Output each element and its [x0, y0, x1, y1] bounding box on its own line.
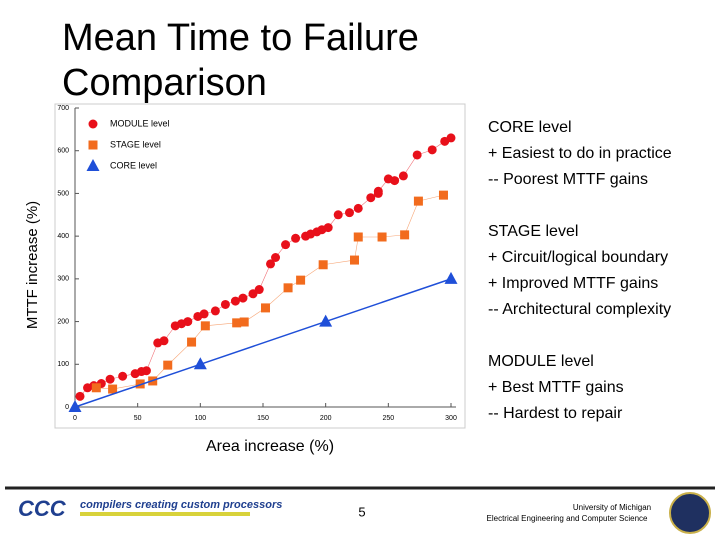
data-point: [344, 208, 354, 218]
data-point: [349, 255, 359, 265]
data-point: [283, 283, 293, 293]
data-point: [261, 303, 271, 313]
x-axis-label: Area increase (%): [206, 438, 334, 455]
data-point: [266, 259, 276, 269]
y-tick-label: 500: [57, 190, 69, 197]
data-point: [239, 317, 249, 327]
data-point: [75, 391, 85, 401]
footer-department: Electrical Engineering and Computer Scie…: [487, 514, 649, 523]
legend-label: CORE level: [110, 160, 157, 170]
data-point: [232, 318, 242, 328]
data-point: [446, 133, 456, 143]
data-point: [210, 306, 220, 316]
data-point: [271, 253, 281, 262]
x-tick-label: 100: [194, 415, 206, 422]
data-point: [199, 309, 209, 319]
data-point: [296, 275, 306, 285]
note-line: + Easiest to do in practice: [488, 145, 672, 162]
data-point: [187, 337, 197, 347]
note-line: + Circuit/logical boundary: [488, 249, 668, 266]
data-point: [366, 193, 376, 203]
footer-tagline: compilers creating custom processors: [80, 499, 282, 511]
x-tick-label: 150: [257, 415, 269, 422]
data-point: [105, 374, 115, 384]
note-heading: MODULE level: [488, 353, 594, 370]
note-line: -- Poorest MTTF gains: [488, 171, 648, 188]
data-point: [390, 176, 400, 186]
y-tick-label: 700: [57, 105, 69, 112]
data-point: [427, 145, 437, 155]
data-point: [353, 232, 363, 242]
note-line: + Improved MTTF gains: [488, 275, 658, 292]
x-tick-label: 200: [320, 415, 332, 422]
note-line: -- Hardest to repair: [488, 405, 623, 422]
data-point: [318, 260, 328, 270]
tagline-underline: [80, 512, 250, 516]
note-heading: CORE level: [488, 119, 572, 136]
data-point: [323, 223, 333, 233]
y-axis-label: MTTF increase (%): [24, 201, 41, 329]
plot-frame: [54, 103, 466, 429]
data-point: [200, 321, 210, 331]
data-point: [291, 233, 301, 243]
page-number: 5: [358, 504, 365, 519]
data-point: [135, 379, 145, 389]
data-point: [353, 203, 363, 213]
series-line: [74, 278, 452, 408]
data-point: [333, 210, 343, 220]
data-point: [412, 150, 422, 160]
data-point: [141, 366, 151, 376]
chart-title-1: Mean Time to Failure: [62, 17, 419, 59]
data-point: [163, 360, 173, 370]
x-tick-label: 300: [445, 415, 457, 422]
y-tick-label: 0: [65, 404, 69, 411]
legend-marker: [88, 140, 98, 150]
data-point: [413, 196, 423, 206]
note-line: -- Architectural complexity: [488, 301, 671, 318]
x-tick-label: 250: [382, 415, 394, 422]
data-point: [377, 232, 387, 242]
y-tick-label: 100: [57, 361, 69, 368]
y-tick-label: 400: [57, 233, 69, 240]
legend-marker: [88, 119, 98, 129]
legend-marker: [86, 159, 100, 171]
y-tick-label: 300: [57, 276, 69, 283]
university-seal: [669, 492, 711, 534]
data-point: [400, 230, 410, 240]
footer-university: University of Michigan: [573, 503, 651, 512]
x-tick-label: 50: [134, 415, 142, 422]
note-line: + Best MTTF gains: [488, 379, 624, 396]
legend-label: MODULE level: [110, 118, 170, 128]
footer-logo: CCC: [18, 496, 67, 521]
data-point: [281, 240, 291, 250]
data-point: [373, 186, 383, 196]
data-point: [193, 357, 207, 370]
data-point: [91, 383, 101, 393]
data-point: [68, 400, 82, 412]
data-point: [230, 296, 240, 306]
x-tick-label: 0: [73, 415, 77, 422]
data-point: [254, 285, 264, 295]
note-heading: STAGE level: [488, 223, 578, 240]
data-point: [159, 336, 169, 346]
y-tick-label: 600: [57, 148, 69, 155]
data-point: [438, 190, 448, 200]
data-point: [108, 384, 118, 394]
data-point: [238, 293, 248, 303]
chart-title-2: Comparison: [62, 62, 267, 104]
data-point: [220, 299, 230, 309]
y-tick-label: 200: [57, 318, 69, 325]
data-point: [319, 314, 333, 327]
data-point: [444, 271, 458, 284]
data-point: [118, 371, 128, 381]
data-point: [183, 317, 193, 327]
data-point: [398, 171, 408, 181]
legend-label: STAGE level: [110, 139, 161, 149]
